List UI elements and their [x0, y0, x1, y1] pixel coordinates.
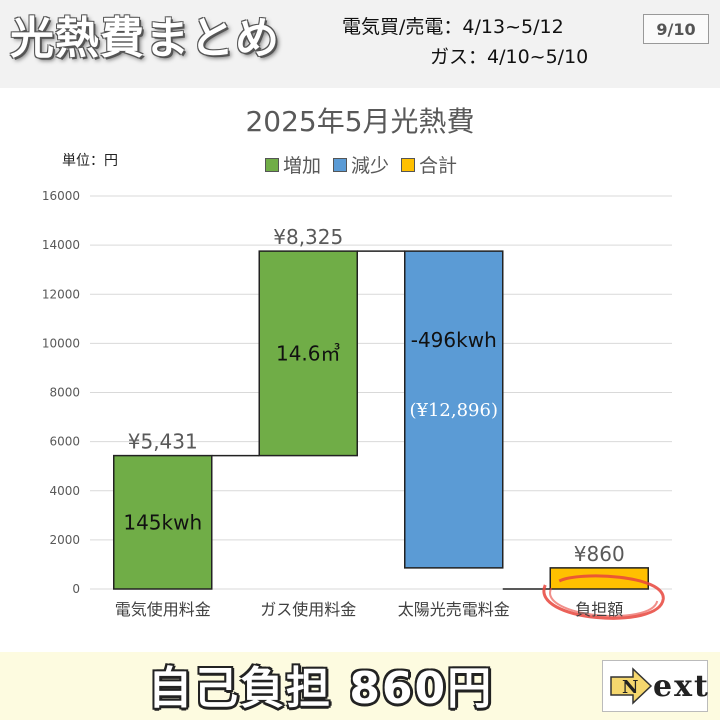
- footer-bar: [0, 652, 720, 720]
- legend-item-increase: 増加: [265, 151, 321, 178]
- y-tick-label: 16000: [42, 189, 80, 203]
- y-tick-label: 12000: [42, 287, 80, 301]
- header-bar: [0, 0, 720, 88]
- next-arrow-icon: N: [610, 667, 653, 705]
- next-button[interactable]: N ext: [602, 660, 708, 712]
- bar-inner-label: 145kwh: [123, 510, 202, 534]
- y-tick-label: 6000: [49, 435, 80, 449]
- bar-value-label: ¥5,431: [128, 430, 198, 454]
- legend-swatch-decrease: [333, 157, 348, 172]
- waterfall-bar: [258, 250, 358, 457]
- next-initial: N: [622, 677, 638, 698]
- bar-value-label: ¥8,325: [273, 225, 343, 249]
- category-label: 電気使用料金: [115, 600, 211, 619]
- bar-inner-label: 14.6㎥: [276, 341, 341, 365]
- self-payment-summary: 自己負担 860円: [148, 663, 494, 714]
- legend-item-decrease: 減少: [333, 151, 389, 178]
- highlight-circle: [542, 574, 665, 620]
- y-tick-label: 10000: [42, 336, 80, 350]
- page-number-badge: 9/10: [643, 14, 709, 44]
- y-tick-label: 14000: [42, 238, 80, 252]
- category-label: 負担額: [575, 600, 623, 619]
- gas-period: ガス：4/10~5/10: [430, 46, 589, 68]
- waterfall-chart: 0 2000 4000 6000 8000 10000 12000 14000 16000 ¥5…: [42, 189, 672, 620]
- electricity-period: 電気買/売電：4/13~5/12: [342, 16, 564, 38]
- bar-inner-label: -496kwh: [411, 328, 497, 352]
- next-label: ext: [653, 669, 710, 704]
- waterfall-bar: [113, 454, 213, 590]
- legend-swatch-total: [401, 157, 416, 172]
- bar-layer: [113, 250, 649, 590]
- category-label: 太陽光売電料金: [398, 600, 510, 619]
- bar-inner-amount: (¥12,896): [410, 400, 498, 421]
- y-tick-label: 4000: [49, 484, 80, 498]
- chart-legend: 増加 減少 合計: [265, 151, 457, 178]
- highlight-circle-stroke: [549, 587, 659, 617]
- legend-label-decrease: 減少: [351, 155, 390, 177]
- bar-value-label: ¥860: [574, 542, 625, 566]
- unit-label: 単位：円: [62, 153, 118, 169]
- y-tick-label: 8000: [49, 386, 80, 400]
- category-label: ガス使用料金: [260, 600, 356, 619]
- waterfall-bar: [404, 250, 504, 569]
- legend-item-total: 合計: [401, 151, 457, 178]
- chart-title: 2025年5月光熱費: [245, 105, 475, 138]
- page-title: 光熱費まとめ: [10, 13, 280, 64]
- y-tick-label: 0: [72, 582, 80, 596]
- legend-label-total: 合計: [419, 155, 458, 177]
- tick-layer: 0 2000 4000 6000 8000 10000 12000 14000 16000: [42, 189, 80, 596]
- y-tick-label: 2000: [49, 533, 80, 547]
- legend-swatch-increase: [265, 157, 279, 172]
- legend-label-increase: 増加: [283, 155, 322, 177]
- waterfall-bar: [549, 567, 649, 590]
